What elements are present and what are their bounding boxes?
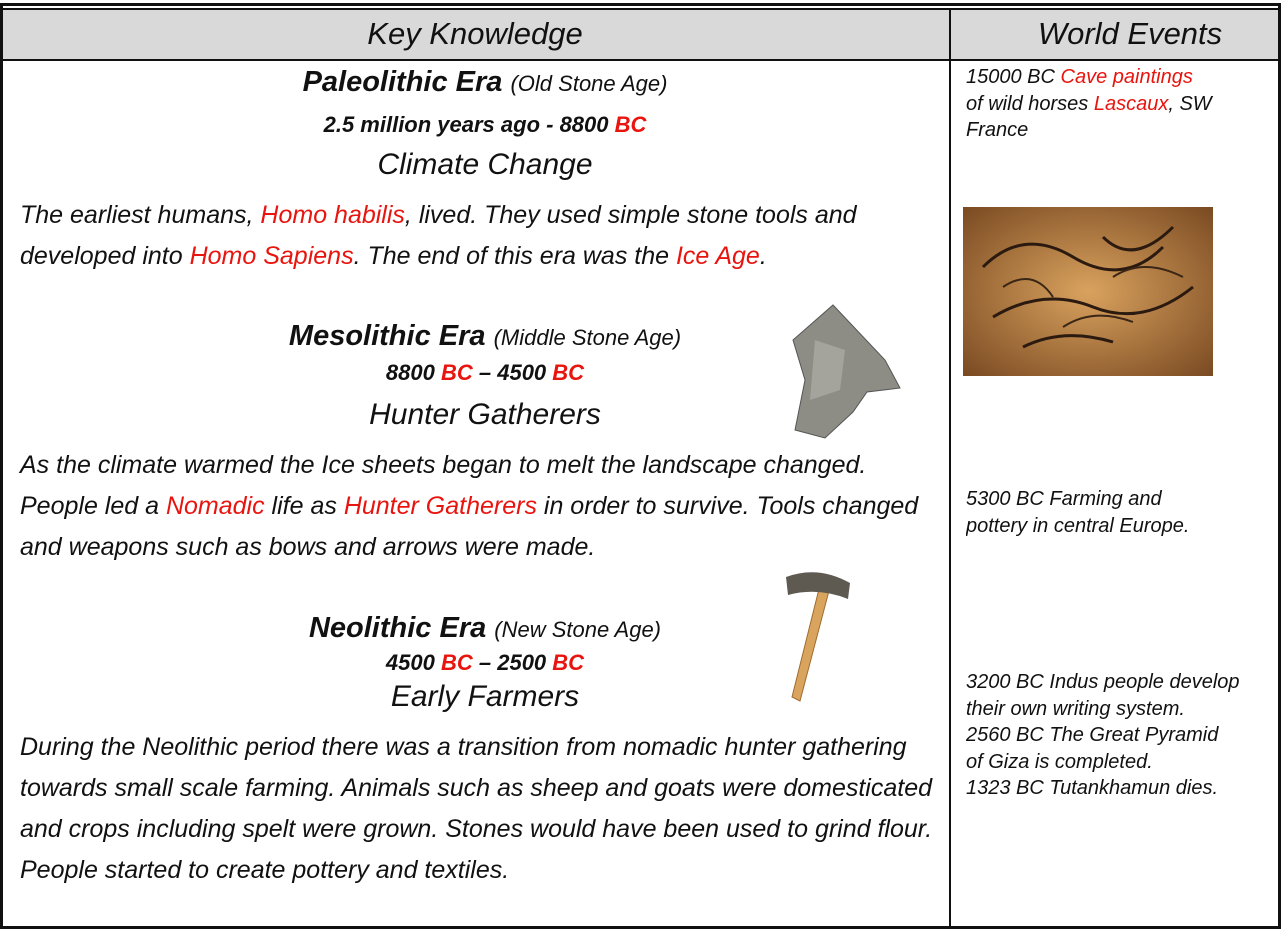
text-run: 5300 BC Farming and bbox=[966, 488, 1162, 510]
world-event: 3200 BC Indus people develop their own wr… bbox=[966, 669, 1278, 802]
section-subtitle: Hunter Gatherers bbox=[369, 398, 601, 431]
header-right: World Events bbox=[1037, 16, 1223, 51]
stone-axe bbox=[786, 572, 850, 702]
border bbox=[0, 59, 1281, 61]
border bbox=[0, 3, 3, 929]
text-run: , lived. They used simple stone tools an… bbox=[20, 201, 857, 270]
section-title: Neolithic Era (New Stone Age) bbox=[20, 612, 950, 645]
border bbox=[0, 3, 1281, 6]
event-line: 5300 BC Farming and bbox=[966, 486, 1278, 513]
text-run: Cave paintings bbox=[1060, 66, 1193, 88]
text-run: BC bbox=[552, 650, 585, 675]
text-run: life as bbox=[264, 492, 344, 520]
text-run: Nomadic bbox=[165, 492, 265, 520]
text-run: BC bbox=[440, 650, 473, 675]
text-run: . The end of this era was the bbox=[353, 242, 676, 270]
text-run: 15000 BC bbox=[966, 66, 1061, 88]
section-dates: 2.5 million years ago - 8800 BC bbox=[20, 112, 950, 138]
section-body: During the Neolithic period there was a … bbox=[20, 727, 945, 891]
event-line: pottery in central Europe. bbox=[966, 513, 1278, 540]
section-body: As the climate warmed the Ice sheets beg… bbox=[20, 445, 945, 568]
text-run: As the climate warmed the Ice sheets beg… bbox=[20, 451, 867, 520]
world-event: 5300 BC Farming and pottery in central Eu… bbox=[966, 486, 1278, 539]
section-dates: 8800 BC – 4500 BC bbox=[20, 360, 950, 386]
text-run: Mesolithic Era bbox=[288, 320, 494, 352]
event-line: France bbox=[966, 117, 1278, 144]
text-run: The earliest humans, bbox=[20, 201, 261, 229]
event-line: 2560 BC The Great Pyramid bbox=[966, 722, 1278, 749]
text-run: (Old Stone Age) bbox=[510, 71, 668, 96]
section-dates: 4500 BC – 2500 BC bbox=[20, 650, 950, 676]
text-run: 2560 BC The Great Pyramid bbox=[966, 724, 1219, 746]
event-line: 3200 BC Indus people develop bbox=[966, 669, 1278, 696]
text-run: Ice Age bbox=[675, 242, 760, 270]
event-line: their own writing system. bbox=[966, 696, 1278, 723]
header-left: Key Knowledge bbox=[367, 16, 583, 51]
border bbox=[0, 926, 1281, 929]
text-run: 2.5 million years ago - 8800 bbox=[323, 112, 615, 137]
cave-painting bbox=[963, 207, 1213, 376]
border bbox=[949, 8, 951, 929]
border bbox=[0, 8, 1281, 10]
text-run: 3200 BC Indus people develop bbox=[966, 671, 1240, 693]
text-run: pottery in central Europe. bbox=[966, 514, 1190, 537]
text-run: Neolithic Era bbox=[308, 612, 495, 644]
header-row bbox=[0, 8, 1281, 60]
text-run: – 4500 bbox=[472, 360, 553, 385]
text-run: – 2500 bbox=[472, 650, 553, 675]
text-run: (Middle Stone Age) bbox=[493, 325, 682, 350]
text-run: their own writing system. bbox=[966, 697, 1185, 720]
section-title: Mesolithic Era (Middle Stone Age) bbox=[20, 320, 950, 353]
text-run: 1323 BC Tutankhamun dies. bbox=[966, 777, 1219, 799]
world-event: 15000 BC Cave paintings of wild horses La… bbox=[966, 64, 1278, 144]
text-run: of Giza is completed. bbox=[966, 750, 1153, 773]
text-run: BC bbox=[614, 112, 647, 137]
text-run: BC bbox=[552, 360, 585, 385]
text-run: Homo habilis bbox=[260, 201, 405, 229]
text-run: France bbox=[966, 119, 1029, 141]
text-run: Paleolithic Era bbox=[302, 66, 511, 98]
event-line: 1323 BC Tutankhamun dies. bbox=[966, 775, 1278, 802]
section-subtitle: Climate Change bbox=[377, 148, 593, 181]
text-run: 4500 bbox=[385, 650, 441, 675]
section-title: Paleolithic Era (Old Stone Age) bbox=[20, 66, 950, 99]
text-run: Hunter Gatherers bbox=[343, 492, 537, 520]
text-run: in order to survive. Tools changed and w… bbox=[20, 492, 919, 561]
text-run: Lascaux bbox=[1093, 92, 1169, 115]
text-run: , SW bbox=[1168, 92, 1212, 115]
event-line: 15000 BC Cave paintings bbox=[966, 64, 1278, 91]
text-run: . bbox=[759, 242, 767, 270]
text-run: of wild horses bbox=[966, 92, 1094, 115]
text-run: Homo Sapiens bbox=[189, 242, 354, 270]
text-run: BC bbox=[440, 360, 473, 385]
arrowhead bbox=[792, 304, 901, 439]
event-line: of wild horses Lascaux, SW bbox=[966, 91, 1278, 118]
border bbox=[1278, 3, 1281, 929]
section-subtitle: Early Farmers bbox=[390, 680, 580, 713]
section-body: The earliest humans, Homo habilis, lived… bbox=[20, 195, 945, 277]
text-run: (New Stone Age) bbox=[494, 617, 662, 642]
text-run: During the Neolithic period there was a … bbox=[20, 733, 933, 884]
event-line: of Giza is completed. bbox=[966, 749, 1278, 776]
text-run: 8800 bbox=[385, 360, 441, 385]
